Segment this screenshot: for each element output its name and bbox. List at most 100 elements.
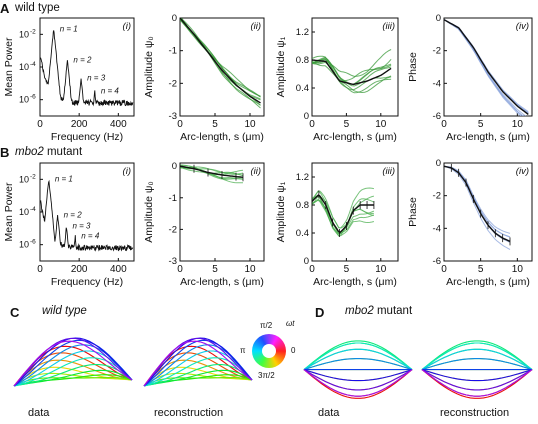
y-axis-label: Mean Power <box>3 182 15 241</box>
x-tick-label: 200 <box>71 119 88 130</box>
plot-frame <box>311 17 399 117</box>
panel-tag: (iii) <box>382 21 395 32</box>
harmonic-label: n = 1 <box>55 174 73 183</box>
y-tick-label: -1 <box>169 46 177 57</box>
trial-line <box>444 19 529 114</box>
waveform-line <box>421 369 533 391</box>
row-a-letter: A <box>0 1 10 16</box>
y-tick-label: -1 <box>169 193 177 204</box>
mean-line <box>312 194 374 234</box>
plot-frame <box>311 162 399 262</box>
harmonic-label: n = 4 <box>101 87 120 96</box>
panel-tag: (iii) <box>382 166 395 177</box>
phase-label-right: 0 <box>291 346 296 355</box>
x-axis-label: Arc-length, s (μm) <box>313 276 397 288</box>
y-tick-label: -2 <box>433 46 441 57</box>
plot-area <box>444 163 511 250</box>
power-spectrum-line <box>40 179 134 252</box>
y-tick-label: 0.4 <box>296 83 309 94</box>
x-tick-label: 5 <box>478 119 484 130</box>
trial-line <box>312 61 392 94</box>
x-tick-label: 10 <box>375 264 387 275</box>
row-d-letter: D <box>315 305 325 320</box>
harmonic-label: n = 4 <box>81 232 100 241</box>
x-tick-label: 0 <box>37 264 43 275</box>
y-tick-label: -2 <box>169 78 177 89</box>
y-axis-label: Amplitude ψ₁ <box>275 36 287 97</box>
y-axis-label: Amplitude ψ₀ <box>143 36 155 97</box>
phase-arrow-label: ωt <box>286 319 295 328</box>
y-tick-exponent: -6 <box>30 239 36 246</box>
x-tick-label: 5 <box>344 264 350 275</box>
x-tick-label: 0 <box>441 264 447 275</box>
x-tick-label: 0 <box>37 119 43 130</box>
waveform-line <box>421 348 533 371</box>
x-tick-label: 10 <box>512 119 524 130</box>
waveform-line <box>143 363 253 387</box>
row-b-letter: B <box>0 145 10 160</box>
waveform-line <box>421 340 533 371</box>
y-tick-exponent: -2 <box>30 28 36 35</box>
mutant-data-caption: data <box>318 407 340 419</box>
waveform-line <box>303 348 413 371</box>
y-tick-label: 1.2 <box>296 172 309 183</box>
waveform-line <box>13 359 133 387</box>
row-d-title-rest: mutant <box>373 305 413 317</box>
waveform-line <box>303 369 413 382</box>
plot-area <box>444 18 529 116</box>
phase-wheel-hole <box>262 344 276 358</box>
trial-line <box>312 187 374 229</box>
y-tick-label: 10 <box>19 174 29 184</box>
trial-line <box>312 60 392 94</box>
waveform-line <box>13 363 133 387</box>
phase-label-left: π <box>240 346 246 355</box>
waveform-line <box>303 369 413 399</box>
phase-color-wheel: π/2 π 0 3π/2 ωt <box>238 316 302 396</box>
x-tick-label: 5 <box>212 264 218 275</box>
y-tick-label: 10 <box>19 29 29 39</box>
y-tick-label: 0 <box>304 111 309 122</box>
wt-data-caption: data <box>28 407 50 419</box>
waveform-line <box>13 357 133 387</box>
trial-line <box>444 19 529 113</box>
waveform-line <box>421 369 533 397</box>
x-tick-label: 400 <box>110 264 127 275</box>
row-c-title: wild type <box>42 305 87 317</box>
y-tick-label: 1.2 <box>296 27 309 38</box>
wt-reconstruction-waveforms <box>143 337 253 387</box>
y-axis-label: Phase <box>407 52 419 82</box>
trial-line <box>312 190 375 235</box>
waveform-line <box>421 369 533 399</box>
waveform-line <box>421 369 533 382</box>
x-tick-label: 5 <box>212 119 218 130</box>
plot-area <box>312 49 392 94</box>
mean-line <box>444 18 529 115</box>
y-tick-label: 0 <box>436 13 441 24</box>
x-tick-label: 10 <box>375 119 387 130</box>
mutant-reconstruction-caption: reconstruction <box>440 407 510 419</box>
plot-frame <box>443 17 533 117</box>
harmonic-label: n = 2 <box>64 210 83 219</box>
mutant-reconstruction-waveforms <box>421 340 533 399</box>
mean-line <box>180 18 261 104</box>
panel-tag: (iv) <box>516 166 529 177</box>
row-c-letter: C <box>10 305 20 320</box>
harmonic-label: n = 2 <box>73 55 92 64</box>
y-tick-label: 0.8 <box>296 55 309 66</box>
x-tick-label: 5 <box>344 119 350 130</box>
y-tick-exponent: -2 <box>30 173 36 180</box>
trial-line <box>180 18 261 106</box>
y-tick-label: 10 <box>19 240 29 250</box>
plot-frame <box>179 162 265 262</box>
trial-line <box>180 166 244 175</box>
y-tick-label: 0.4 <box>296 228 309 239</box>
row-b-title-rest: mutant <box>43 146 83 158</box>
trial-line <box>312 199 375 237</box>
x-tick-label: 0 <box>177 119 183 130</box>
